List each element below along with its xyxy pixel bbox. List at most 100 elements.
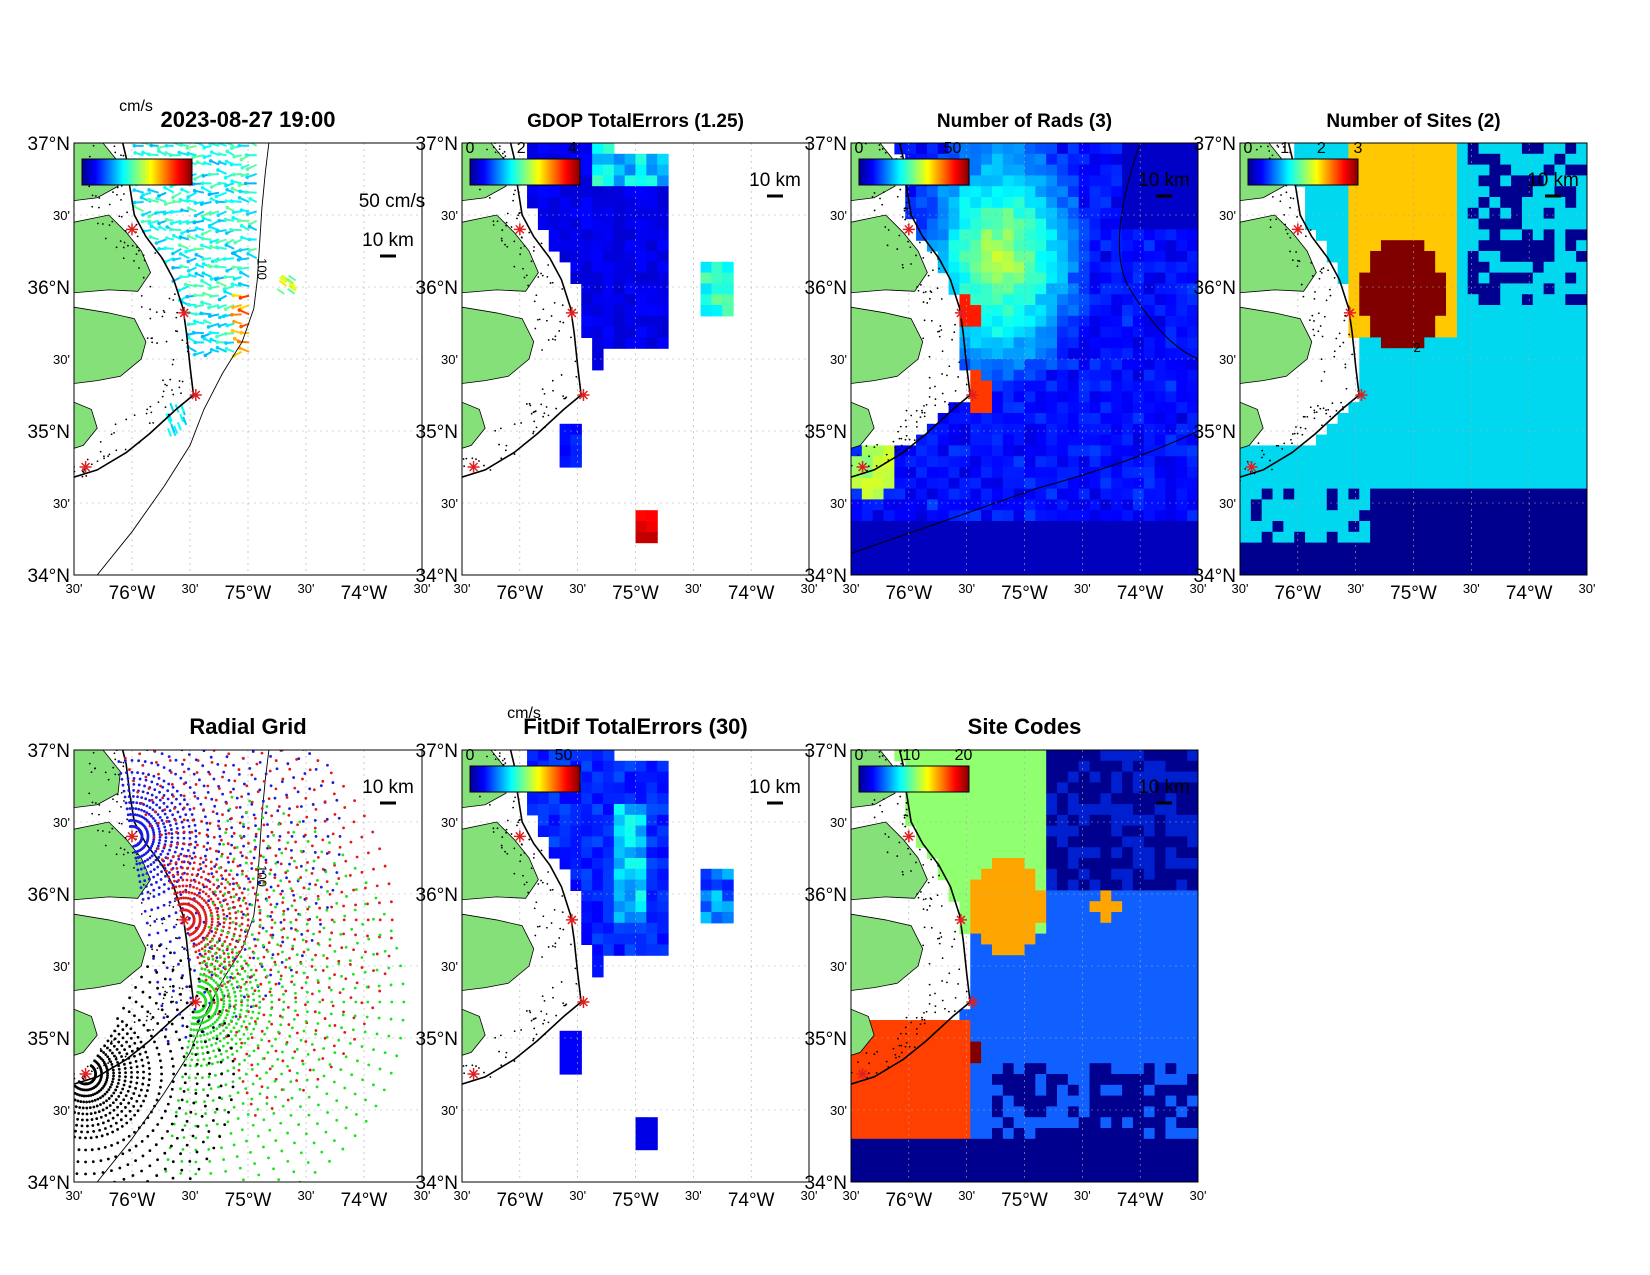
nrads-cell [861,542,874,554]
radial-grid-point [310,939,314,942]
island-dot [898,448,901,451]
current-vector-head [180,231,184,235]
nrads-cell [1122,423,1134,436]
nsites-cell [1489,186,1501,198]
current-vector-head [209,197,214,201]
island-dot [483,464,485,467]
radial-grid-point [160,752,164,756]
current-vector-head [178,198,183,202]
nsites-cell [1532,369,1545,382]
nsites-cell [1543,326,1556,338]
nsites-cell [1478,240,1491,252]
nsites-cell [1532,456,1545,468]
nsites-cell [1326,445,1339,457]
nrads-cell [1089,467,1102,479]
nrads-cell [1057,434,1069,446]
radial-grid-point [267,895,271,899]
island-dot [1320,271,1323,274]
gdop-cell [646,283,658,295]
nrads-cell [1078,413,1091,425]
radial-grid-point [150,945,153,949]
radial-grid-point [314,767,318,771]
island-dot [1316,404,1319,407]
radial-grid-point [185,878,189,882]
nrads-cell [1100,423,1112,436]
land-area [1240,401,1264,449]
nsites-cell [1424,359,1436,371]
island-dot [1292,197,1295,200]
nsites-cell [1348,423,1360,436]
radial-grid-point [247,877,250,881]
nsites-cell [1315,521,1328,533]
radial-grid-point [289,848,293,852]
radial-grid-point [217,850,221,854]
island-dot [140,913,143,915]
radar-site-marker [856,461,869,473]
current-vector [285,277,294,285]
current-vector-head [209,337,213,342]
gdop-cell [570,143,582,155]
gdop-cell [646,186,658,198]
current-vector-head [231,215,235,220]
nrads-cell [970,359,982,371]
map-axes-frame [850,142,1199,576]
nsites-cell [1391,294,1404,306]
nsites-cell [1489,272,1501,284]
nsites-cell [1391,348,1404,360]
nrads-cell [991,499,1004,511]
nrads-cell [1057,499,1069,511]
nrads-cell [1143,369,1156,382]
nsites-cell [1500,521,1512,533]
nsites-cell [1511,553,1523,565]
nsites-cell [1413,467,1425,479]
radial-grid-point [216,763,220,766]
nsites-cell [1500,467,1512,479]
nsites-cell [1478,326,1491,338]
nsites-cell [1576,164,1587,176]
radial-grid-point [217,1012,220,1016]
island-dot [96,1067,99,1070]
current-vector-head [229,146,234,150]
island-dot [136,235,139,238]
colorbar-tick-label: 3 [1354,140,1363,157]
nrads-cell [1100,456,1112,468]
current-vector-head [200,243,204,248]
radial-grid-point [177,878,181,882]
radial-grid-point [164,829,167,832]
nsites-cell [1446,477,1458,490]
nsites-cell [1565,229,1577,241]
gdop-cell [613,326,626,338]
radial-grid-point [204,815,207,819]
nsites-cell [1240,542,1252,554]
current-vector-head [149,224,154,228]
nrads-cell [970,402,982,414]
radar-site-marker [1245,461,1258,473]
radial-grid-point [150,780,154,784]
island-dot [1312,328,1315,331]
nrads-cell [970,477,982,490]
nsites-cell [1380,553,1393,565]
radial-grid-point [265,888,269,892]
nrads-cell [1100,391,1112,403]
current-vector-head [141,150,145,155]
nrads-cell [937,467,950,479]
island-dot [120,154,122,157]
radial-grid-point [181,878,185,882]
nrads-cell [937,197,950,209]
nsites-cell [1380,445,1393,457]
radial-grid-point [203,952,207,956]
island-dot [937,330,939,333]
gdop-cell [602,272,615,284]
radial-grid-point [171,855,175,859]
nrads-cell [1013,542,1026,554]
current-vector [193,154,205,159]
radial-grid-point [234,916,238,920]
island-dot [120,198,122,201]
nrads-cell [1067,423,1080,436]
nsites-cell [1402,197,1415,209]
current-vector-head [231,293,236,298]
island-dot [1311,275,1314,277]
gdop-cell [624,251,637,263]
radial-grid-point [152,831,156,834]
